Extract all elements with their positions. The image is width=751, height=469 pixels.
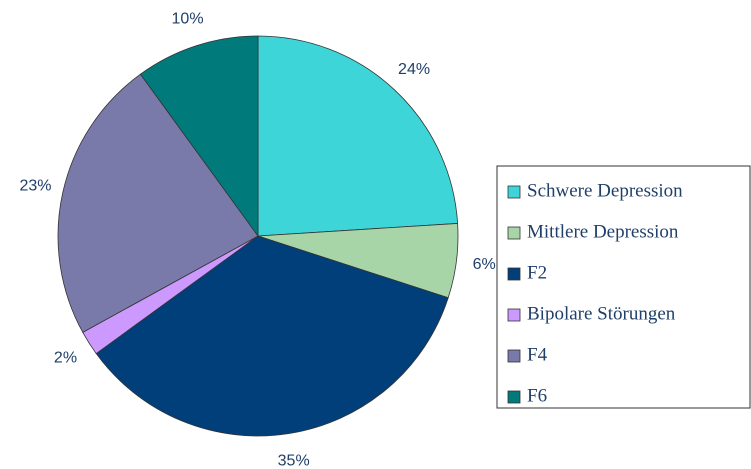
data-label: 6% [473, 256, 496, 273]
data-label: 35% [278, 452, 310, 469]
legend-swatch [507, 349, 521, 363]
legend-label: F2 [527, 262, 547, 283]
legend-swatch [507, 226, 521, 240]
pie-slice [139, 35, 259, 238]
data-label: 23% [19, 177, 51, 194]
legend-label: F4 [527, 344, 548, 365]
pie-slice [57, 73, 259, 333]
data-label: 24% [398, 61, 430, 78]
legend-label: Mittlere Depression [527, 221, 679, 242]
data-label: 2% [54, 349, 77, 366]
legend-label: Bipolare Störungen [527, 303, 676, 324]
legend-label: Schwere Depression [527, 180, 683, 201]
legend-box [496, 165, 751, 409]
legend-swatch [507, 185, 521, 199]
data-label: 10% [172, 10, 204, 27]
legend-swatch [507, 308, 521, 322]
legend-swatch [507, 267, 521, 281]
pie-slice [95, 235, 449, 437]
legend-label: F6 [527, 385, 547, 406]
legend-swatch [507, 390, 521, 404]
pie-slice [257, 35, 459, 237]
